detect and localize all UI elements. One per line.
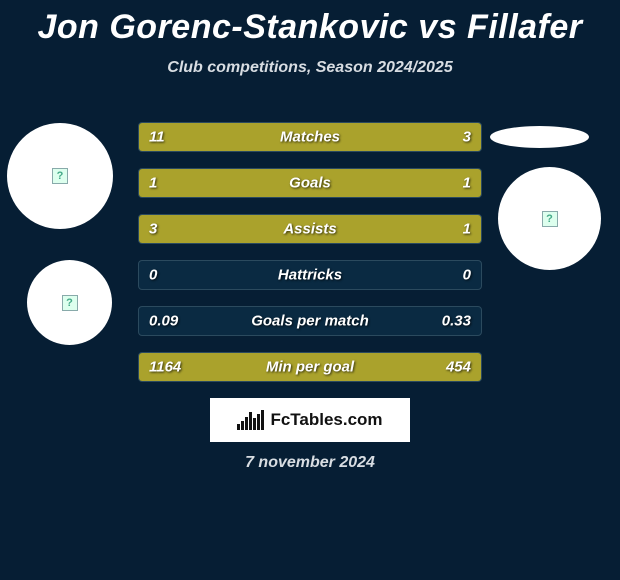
decorative-oval bbox=[490, 126, 589, 148]
stat-label: Hattricks bbox=[278, 267, 342, 284]
stat-value-right: 1 bbox=[463, 175, 471, 192]
stat-value-right: 1 bbox=[463, 221, 471, 238]
player-avatar-circle bbox=[498, 167, 601, 270]
stat-value-left: 1 bbox=[149, 175, 157, 192]
footer-logo-bar bbox=[245, 417, 248, 430]
page-title: Jon Gorenc-Stankovic vs Fillafer bbox=[0, 0, 620, 47]
stat-label: Min per goal bbox=[266, 359, 354, 376]
footer-logo-bar bbox=[237, 424, 240, 430]
footer-brand: FcTables.com bbox=[210, 398, 410, 442]
stat-value-left: 0 bbox=[149, 267, 157, 284]
stat-row: 0 0 Hattricks bbox=[138, 260, 482, 290]
placeholder-image-icon bbox=[62, 295, 78, 311]
stat-value-left: 1164 bbox=[149, 359, 181, 376]
stat-label: Goals per match bbox=[251, 313, 369, 330]
stat-value-right: 0.33 bbox=[442, 313, 471, 330]
stats-block: 113Matches11Goals31Assists00Hattricks0.0… bbox=[138, 122, 482, 398]
footer-date: 7 november 2024 bbox=[245, 454, 375, 472]
subtitle: Club competitions, Season 2024/2025 bbox=[0, 59, 620, 77]
placeholder-image-icon bbox=[542, 211, 558, 227]
footer-logo-icon bbox=[237, 410, 264, 430]
stat-row: 1 1 Goals bbox=[138, 168, 482, 198]
stat-row: 3 1 Assists bbox=[138, 214, 482, 244]
stat-bar-left bbox=[139, 215, 389, 243]
footer-logo-bar bbox=[261, 410, 264, 430]
player-avatar-circle bbox=[7, 123, 113, 229]
stat-label: Goals bbox=[289, 175, 331, 192]
footer-logo-bar bbox=[257, 414, 260, 430]
stat-value-right: 0 bbox=[463, 267, 471, 284]
stat-bar-right bbox=[310, 169, 481, 197]
player-avatar-circle bbox=[27, 260, 112, 345]
stat-value-left: 11 bbox=[149, 129, 165, 146]
stat-row: 1164 454 Min per goal bbox=[138, 352, 482, 382]
stat-value-right: 3 bbox=[463, 129, 471, 146]
footer-logo-bar bbox=[253, 418, 256, 430]
stat-label: Matches bbox=[280, 129, 340, 146]
footer-brand-text: FcTables.com bbox=[270, 410, 382, 430]
footer-logo-bar bbox=[249, 412, 252, 430]
stat-row: 0.09 0.33 Goals per match bbox=[138, 306, 482, 336]
placeholder-image-icon bbox=[52, 168, 68, 184]
stat-row: 11 3 Matches bbox=[138, 122, 482, 152]
stat-bar-left bbox=[139, 169, 310, 197]
stat-bar-left bbox=[139, 123, 396, 151]
stat-label: Assists bbox=[283, 221, 336, 238]
stat-value-right: 454 bbox=[446, 359, 471, 376]
stat-value-left: 3 bbox=[149, 221, 157, 238]
stat-value-left: 0.09 bbox=[149, 313, 178, 330]
footer-logo-bar bbox=[241, 421, 244, 430]
